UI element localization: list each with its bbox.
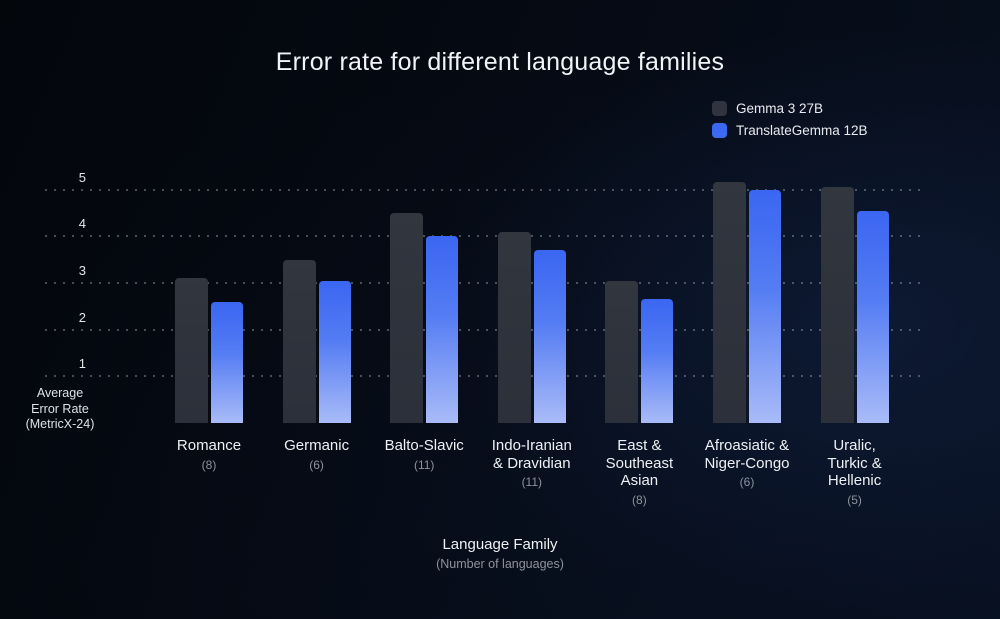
y-tick-label-3: 3 xyxy=(78,262,86,278)
gridline-y5 xyxy=(45,188,925,191)
category-count-label: (8) xyxy=(201,457,217,472)
y-axis-title-line: Average xyxy=(36,386,84,400)
legend-label-gemma-3-27b: Gemma 3 27B xyxy=(736,100,824,116)
bar-translategemma-12b xyxy=(641,299,674,423)
bar-gemma-3-27b xyxy=(605,280,639,423)
y-axis-title-line: Error Rate xyxy=(31,401,89,416)
y-axis-title-line: (MetricX-24) xyxy=(25,417,95,431)
legend: Gemma 3 27B TranslateGemma 12B xyxy=(712,100,868,144)
category-label-line: Southeast xyxy=(605,454,674,472)
category-count-label: (6) xyxy=(309,457,324,472)
category-label: Uralic, Turkic & Hellenic (5) xyxy=(785,437,925,507)
category-label-line: Hellenic xyxy=(827,472,882,489)
category-label-line: Niger-Congo xyxy=(704,454,790,472)
category-label: East & Southeast Asian (8) xyxy=(569,437,709,507)
category-label-line: East & xyxy=(617,437,662,454)
category-label-line: Germanic xyxy=(284,437,350,454)
y-tick-label-4: 4 xyxy=(78,216,86,232)
category-label-line: Asian xyxy=(620,472,659,489)
category-label: Germanic (6) xyxy=(247,437,387,472)
x-axis-title: Language Family xyxy=(442,536,558,553)
category-label-line: Balto-Slavic xyxy=(384,437,464,454)
category-label-line: Afroasiatic & xyxy=(704,437,790,454)
chart-title: Error rate for different language famili… xyxy=(275,48,725,76)
category-label: Indo-Iranian & Dravidian (11) xyxy=(462,437,602,489)
category-label-line: & Dravidian xyxy=(493,454,571,472)
category-count-label: (6) xyxy=(739,475,755,489)
category-count-label: (11) xyxy=(521,475,543,489)
gridline-y2 xyxy=(45,328,925,331)
bar-translategemma-12b xyxy=(533,250,566,423)
bar-gemma-3-27b xyxy=(282,259,316,423)
category-label-line: Uralic, xyxy=(833,437,876,454)
bar-gemma-3-27b xyxy=(390,212,424,423)
legend-item-gemma-3-27b: Gemma 3 27B xyxy=(712,100,868,116)
legend-item-translategemma-12b: TranslateGemma 12B xyxy=(712,122,868,138)
gridline-y4 xyxy=(45,235,925,238)
bar-translategemma-12b xyxy=(211,301,243,423)
bar-gemma-3-27b xyxy=(175,278,208,423)
category-count-label: (8) xyxy=(632,492,647,507)
bar-translategemma-12b xyxy=(856,210,889,423)
category-label: Afroasiatic & Niger-Congo (6) xyxy=(677,437,817,489)
category-label-line: Turkic & xyxy=(827,454,882,472)
category-label: Balto-Slavic (11) xyxy=(354,437,494,472)
y-tick-label-2: 2 xyxy=(78,309,86,325)
bar-translategemma-12b xyxy=(749,189,781,423)
bar-gemma-3-27b xyxy=(713,182,746,423)
category-label-line: Romance xyxy=(176,437,242,454)
bar-gemma-3-27b xyxy=(820,187,854,423)
x-axis-subtitle: (Number of languages) xyxy=(436,557,564,571)
category-label: Romance (8) xyxy=(139,437,279,472)
y-axis-title: Average Error Rate (MetricX-24) xyxy=(8,386,112,433)
gridline-y3 xyxy=(45,281,925,284)
category-count-label: (5) xyxy=(847,492,862,507)
y-tick-label-1: 1 xyxy=(78,356,86,372)
bar-gemma-3-27b xyxy=(497,231,531,423)
bar-translategemma-12b xyxy=(318,280,351,423)
category-label-line: Indo-Iranian xyxy=(491,437,572,454)
legend-swatch-translategemma-12b xyxy=(712,122,727,138)
y-tick-label-5: 5 xyxy=(78,169,86,185)
category-count-label: (11) xyxy=(413,457,435,472)
legend-label-translategemma-12b: TranslateGemma 12B xyxy=(736,122,868,138)
bar-translategemma-12b xyxy=(426,236,459,423)
legend-swatch-gemma-3-27b xyxy=(712,100,727,116)
gridline-y1 xyxy=(45,375,925,378)
